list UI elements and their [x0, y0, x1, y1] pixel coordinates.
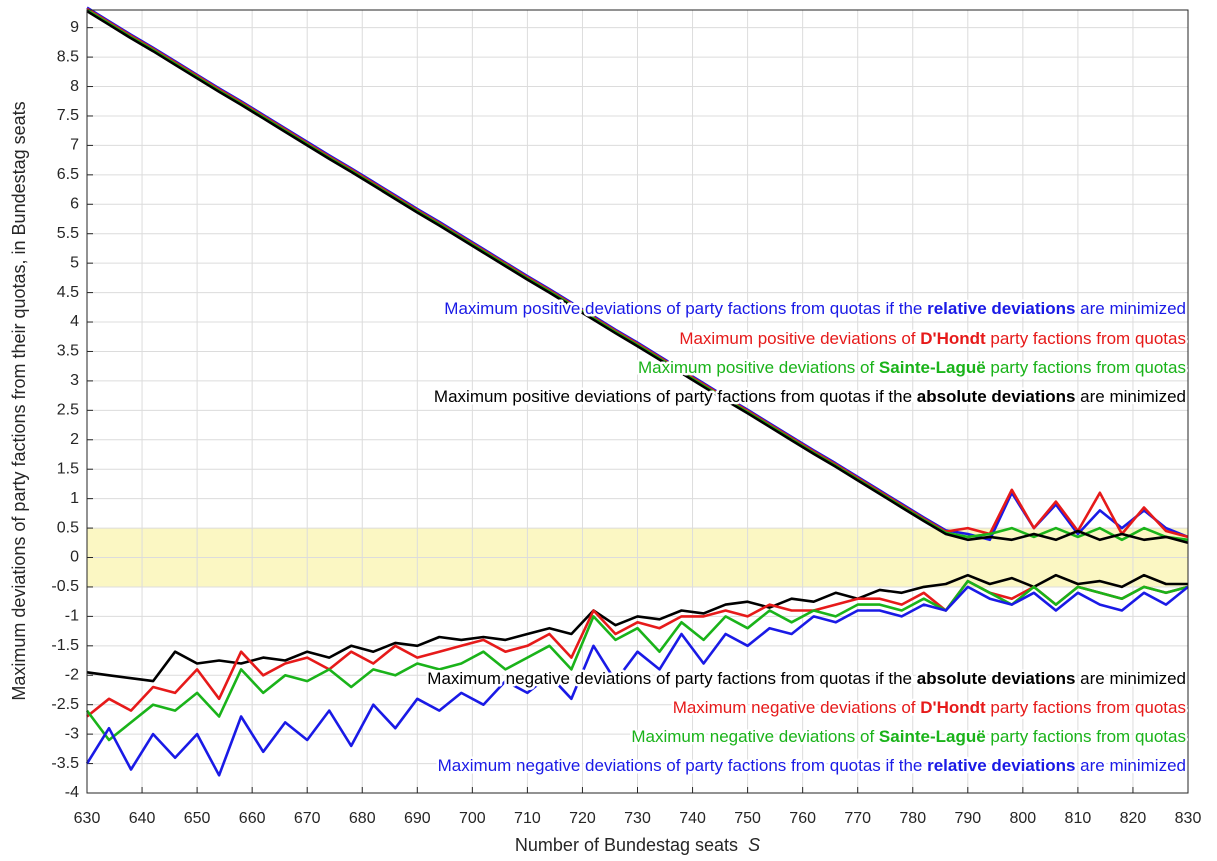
legend-text: Sainte-Laguë	[879, 358, 986, 377]
x-tick-label: 650	[184, 810, 211, 827]
legend-text: Maximum negative deviations of	[673, 698, 921, 717]
legend-entry: Maximum positive deviations of Sainte-La…	[638, 358, 1186, 377]
y-tick-label: 2.5	[57, 402, 79, 419]
y-tick-label: -1.5	[51, 637, 79, 654]
x-tick-label: 780	[899, 810, 926, 827]
legend-text: Maximum positive deviations of party fac…	[444, 299, 927, 318]
legend-text: party factions from quotas	[986, 329, 1186, 348]
series-line	[86, 579, 1189, 718]
legend-text: Sainte-Laguë	[879, 727, 986, 746]
y-tick-label: 3	[70, 372, 79, 389]
legend-text: are minimized	[1075, 387, 1186, 406]
y-tick-label: -0.5	[51, 578, 79, 595]
legend-entry: Maximum positive deviations of party fac…	[434, 387, 1186, 406]
y-tick-label: 6.5	[57, 166, 79, 183]
y-tick-label: 6	[70, 195, 79, 212]
legend-text: Maximum positive deviations of	[638, 358, 879, 377]
x-tick-label: 800	[1009, 810, 1036, 827]
legend-text: Maximum negative deviations of	[631, 727, 879, 746]
legend-text: absolute deviations	[917, 669, 1076, 688]
y-tick-label: 7.5	[57, 107, 79, 124]
x-tick-label: 700	[459, 810, 486, 827]
legend-entry: Maximum positive deviations of party fac…	[444, 299, 1186, 318]
legend-entry: Maximum negative deviations of D'Hondt p…	[673, 698, 1186, 717]
x-axis-label-part: Number of Bundestag seats	[515, 835, 748, 855]
series-line	[85, 585, 1189, 777]
series-line	[86, 573, 1188, 683]
y-tick-label: -3.5	[51, 755, 79, 772]
legend-text: relative deviations	[927, 756, 1075, 775]
legend-text: party factions from quotas	[986, 727, 1186, 746]
plot-frame	[86, 9, 1189, 794]
y-tick-label: 4.5	[57, 284, 79, 301]
y-tick-label: 4	[70, 313, 79, 330]
legend-entry: Maximum positive deviations of D'Hondt p…	[679, 329, 1186, 348]
legend-text: D'Hondt	[920, 329, 986, 348]
y-tick-label: 8.5	[57, 48, 79, 65]
x-tick-label: 830	[1175, 810, 1202, 827]
y-tick-label: -3	[65, 725, 79, 742]
legend-text: D'Hondt	[920, 698, 986, 717]
x-tick-label: 690	[404, 810, 431, 827]
y-tick-label: 2	[70, 431, 79, 448]
legend-text: Maximum negative deviations of party fac…	[427, 669, 916, 688]
series-line	[85, 579, 1189, 742]
y-tick-label: 0	[70, 549, 79, 566]
y-tick-label: 0.5	[57, 519, 79, 536]
legend-text: Maximum positive deviations of party fac…	[434, 387, 917, 406]
y-tick-label: -1	[65, 608, 79, 625]
x-tick-label: 640	[129, 810, 156, 827]
y-axis-label: Maximum deviations of party factions fro…	[9, 101, 29, 700]
x-tick-label: 810	[1065, 810, 1092, 827]
x-tick-label: 750	[734, 810, 761, 827]
y-tick-label: 7	[70, 137, 79, 154]
x-tick-label: 630	[74, 810, 101, 827]
x-tick-label: 790	[954, 810, 981, 827]
x-axis-label-part: S	[748, 835, 760, 855]
legend-text: are minimized	[1075, 669, 1186, 688]
x-tick-label: 770	[844, 810, 871, 827]
y-tick-label: -2	[65, 666, 79, 683]
legend-text: party factions from quotas	[986, 698, 1186, 717]
x-axis-label: Number of Bundestag seats S	[515, 835, 760, 855]
legend-text: are minimized	[1075, 299, 1186, 318]
series-line	[86, 10, 1189, 545]
legend-text: party factions from quotas	[986, 358, 1186, 377]
legend-text: relative deviations	[927, 299, 1075, 318]
x-tick-label: 720	[569, 810, 596, 827]
legend-entry: Maximum negative deviations of party fac…	[438, 756, 1186, 775]
x-tick-label: 730	[624, 810, 651, 827]
y-tick-label: 5	[70, 254, 79, 271]
y-tick-label: 5.5	[57, 225, 79, 242]
y-tick-label: -2.5	[51, 696, 79, 713]
y-tick-label: 1	[70, 490, 79, 507]
legend-text: Maximum negative deviations of party fac…	[438, 756, 927, 775]
y-tick-label: 3.5	[57, 343, 79, 360]
x-tick-label: 710	[514, 810, 541, 827]
y-tick-label: 1.5	[57, 460, 79, 477]
legend-text: are minimized	[1075, 756, 1186, 775]
x-tick-label: 680	[349, 810, 376, 827]
x-tick-label: 660	[239, 810, 266, 827]
y-tick-label: 8	[70, 78, 79, 95]
legend-entry: Maximum negative deviations of Sainte-La…	[631, 727, 1186, 746]
legend-entry: Maximum negative deviations of party fac…	[427, 669, 1186, 688]
x-tick-label: 760	[789, 810, 816, 827]
y-tick-label: 9	[70, 19, 79, 36]
legend-text: absolute deviations	[917, 387, 1076, 406]
x-tick-label: 820	[1120, 810, 1147, 827]
x-tick-label: 670	[294, 810, 321, 827]
x-tick-label: 740	[679, 810, 706, 827]
legend-text: Maximum positive deviations of	[679, 329, 920, 348]
y-tick-label: -4	[65, 784, 79, 801]
